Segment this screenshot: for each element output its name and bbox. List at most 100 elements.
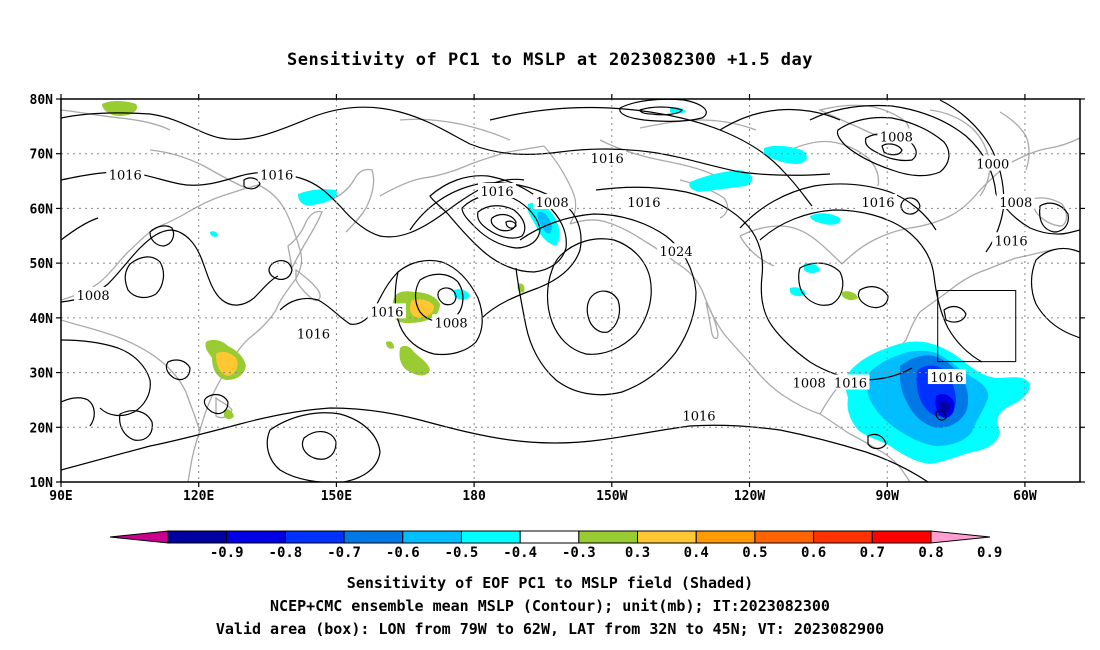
colorbar-swatch: [578, 530, 639, 544]
colorbar-swatch: [754, 530, 815, 544]
positive-sensitivity-region: [399, 345, 430, 376]
plot-frame: [60, 98, 1081, 483]
lon-tick-label: 60W: [1013, 489, 1037, 504]
contour-label-bg: [790, 374, 829, 390]
contour-label: 1008: [536, 196, 569, 211]
caption-contour: NCEP+CMC ensemble mean MSLP (Contour); u…: [270, 597, 830, 615]
contour-label: 1016: [481, 185, 514, 200]
contour-label: 1008: [435, 316, 468, 331]
lon-tick-label: 120W: [734, 489, 765, 504]
positive-sensitivity-region: [216, 351, 238, 376]
contour-label-bg: [74, 286, 113, 302]
positive-sensitivity-region: [842, 291, 858, 301]
contour-label-bg: [859, 193, 898, 209]
contour-label: 1016: [627, 196, 660, 211]
negative-sensitivity-region: [790, 287, 806, 297]
colorbar-label: -0.7: [327, 545, 361, 561]
contour-label-bg: [478, 183, 517, 199]
caption-valid-area: Valid area (box): LON from 79W to 62W, L…: [215, 620, 885, 638]
positive-sensitivity-region: [102, 101, 138, 116]
colorbar-label: 0.3: [625, 545, 650, 561]
lat-tick-label: 30N: [30, 367, 54, 382]
lat-tick-label: 80N: [30, 93, 54, 108]
colorbar-label: 0.9: [977, 545, 1002, 561]
colorbar-label: 0.4: [684, 545, 709, 561]
colorbar-label: -0.8: [269, 545, 303, 561]
colorbar-swatch: [167, 530, 228, 544]
negative-sensitivity-region: [670, 107, 686, 114]
axis-ticks: [56, 94, 1085, 487]
contour-label-bg: [257, 166, 296, 182]
contour-label: 1008: [880, 130, 913, 145]
contour-label: 1016: [861, 196, 894, 211]
colorbar-high-arrow: [930, 530, 991, 544]
colorbar-label: 0.8: [918, 545, 943, 561]
negative-sensitivity-region: [454, 289, 470, 300]
colorbar-label: -0.9: [210, 545, 244, 561]
lon-tick-label: 90W: [875, 489, 899, 504]
negative-sensitivity-region: [210, 231, 218, 237]
contour-label: 1016: [995, 234, 1028, 249]
map-title: Sensitivity of PC1 to MSLP at 2023082300…: [286, 50, 813, 70]
contour-label: 1008: [999, 196, 1032, 211]
colorbar-labels: -0.9 -0.8 -0.7 -0.6 -0.5 -0.4 -0.3 0.3 0.4 0.5 0.6…: [210, 545, 1003, 561]
contour-label: 1016: [591, 152, 624, 167]
valid-area-box: [937, 290, 1017, 363]
negative-sensitivity-region: [810, 213, 841, 225]
colorbar-low-arrow: [109, 530, 169, 544]
contour-label-bg: [432, 314, 471, 330]
contour-label: 1024: [660, 245, 693, 260]
negative-sensitivity-region: [804, 263, 820, 273]
lat-tick-label: 70N: [30, 148, 54, 163]
contour-label: 1016: [834, 377, 867, 392]
contour-label-bg: [996, 193, 1035, 209]
lon-tick-label: 150W: [596, 489, 627, 504]
colorbar-swatch: [284, 530, 345, 544]
contour-label-bg: [680, 407, 719, 423]
lon-tick-label: 150E: [321, 489, 352, 504]
colorbar-swatch: [402, 530, 462, 544]
contour-label-bg: [877, 128, 916, 144]
mslp-contours: [61, 99, 1080, 482]
contour-label: 1016: [109, 169, 142, 184]
colorbar-label: 0.5: [742, 545, 767, 561]
negative-sensitivity-region: [940, 401, 950, 413]
colorbar-label: -0.4: [503, 545, 537, 561]
negative-sensitivity-region: [537, 211, 552, 234]
longitude-tick-labels: 90E 120E 150E 180 150W 120W 90W 60W: [49, 489, 1037, 504]
colorbar-swatch: [343, 530, 404, 544]
colorbar-label: -0.3: [562, 545, 596, 561]
contour-label: 1008: [77, 289, 110, 304]
colorbar-swatch: [813, 530, 873, 544]
contour-label: 1000: [976, 158, 1009, 173]
lon-tick-label: 120E: [183, 489, 214, 504]
lat-tick-label: 10N: [30, 476, 54, 491]
contour-label-bg: [657, 243, 696, 259]
lat-tick-label: 50N: [30, 257, 54, 272]
negative-sensitivity-region: [689, 170, 753, 192]
gridlines: [61, 99, 1080, 482]
contour-label-bg: [367, 303, 406, 319]
colorbar: [109, 530, 991, 544]
colorbar-swatch: [695, 530, 756, 544]
colorbar-swatch: [637, 530, 697, 544]
contour-label-bg: [624, 193, 663, 209]
caption-shading: Sensitivity of EOF PC1 to MSLP field (Sh…: [346, 574, 754, 592]
contour-label-bg: [533, 193, 572, 209]
contour-labels: 1016 1016 1008 1016 1016 1008 1016 1008 1016 1016…: [74, 128, 1035, 424]
positive-sensitivity-region: [224, 409, 234, 419]
negative-sensitivity-region: [764, 145, 807, 164]
colorbar-swatch: [519, 530, 580, 544]
contour-label-bg: [106, 166, 145, 182]
contour-label: 1016: [260, 169, 293, 184]
colorbar-label: 0.6: [801, 545, 826, 561]
contour-label-bg: [294, 325, 333, 341]
contour-label-bg: [927, 369, 966, 385]
contour-label: 1008: [793, 377, 826, 392]
lat-tick-label: 40N: [30, 312, 54, 327]
contour-label: 1016: [682, 409, 715, 424]
contour-label: 1016: [930, 371, 963, 386]
contour-label-bg: [588, 150, 627, 166]
contour-label: 1016: [370, 305, 403, 320]
